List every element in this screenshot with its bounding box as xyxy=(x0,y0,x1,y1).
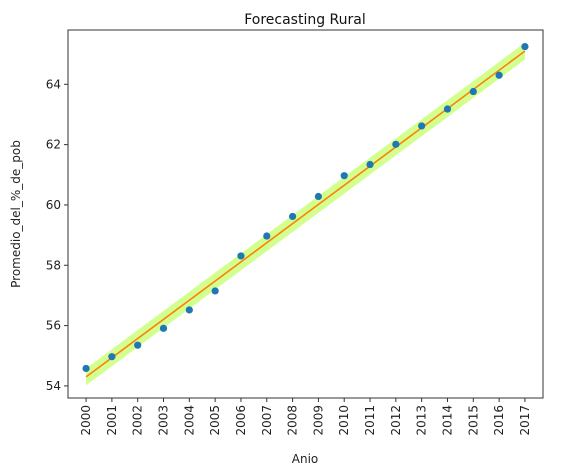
x-tick-label: 2016 xyxy=(492,405,506,436)
data-point xyxy=(314,192,323,201)
trend-line-path xyxy=(85,50,526,378)
x-tick-label: 2002 xyxy=(131,405,145,436)
x-tick-label: 2005 xyxy=(208,405,222,436)
x-tick-label: 2009 xyxy=(311,405,325,436)
x-tick-label: 2006 xyxy=(234,405,248,436)
data-points xyxy=(82,42,529,373)
x-tick-label: 2014 xyxy=(440,405,454,436)
x-tick-label: 2017 xyxy=(518,405,532,436)
y-tick-label: 62 xyxy=(46,138,61,152)
data-point xyxy=(340,172,348,180)
y-tick-label: 54 xyxy=(46,379,61,393)
data-point xyxy=(418,122,426,130)
y-axis-label: Promedio_del_%_de_pob xyxy=(9,140,23,288)
y-axis: 54 56 58 60 62 64 xyxy=(46,77,68,393)
data-point xyxy=(469,87,477,96)
x-tick-label: 2011 xyxy=(363,405,377,436)
data-point xyxy=(159,324,168,332)
x-tick-label: 2015 xyxy=(466,405,480,436)
data-point xyxy=(134,341,142,349)
data-point xyxy=(443,105,452,113)
trend-line xyxy=(85,50,526,378)
data-point xyxy=(495,71,503,79)
x-axis-label: Anio xyxy=(292,452,319,466)
data-point xyxy=(366,160,374,169)
data-point xyxy=(211,287,219,295)
data-point xyxy=(521,42,529,51)
data-point xyxy=(263,232,271,240)
x-tick-label: 2000 xyxy=(79,405,93,436)
x-tick-label: 2012 xyxy=(389,405,403,436)
y-tick-label: 64 xyxy=(46,77,61,91)
y-tick-label: 60 xyxy=(46,198,61,212)
x-tick-label: 2008 xyxy=(286,405,300,436)
x-tick-label: 2013 xyxy=(415,405,429,436)
data-point xyxy=(185,306,193,314)
data-point xyxy=(237,252,245,260)
x-tick-label: 2001 xyxy=(105,405,119,436)
y-tick-label: 56 xyxy=(46,319,61,333)
plot-frame xyxy=(67,29,544,399)
chart-title: Forecasting Rural xyxy=(244,12,366,28)
data-point xyxy=(288,212,297,221)
x-axis: 2000 2001 2002 2003 2004 2005 2006 2007 2008 2009… xyxy=(79,398,532,436)
x-tick-label: 2010 xyxy=(337,405,351,436)
x-tick-label: 2004 xyxy=(182,405,196,436)
data-point xyxy=(392,140,400,148)
x-tick-label: 2007 xyxy=(260,405,274,436)
y-tick-label: 58 xyxy=(46,258,61,272)
x-tick-label: 2003 xyxy=(157,405,171,436)
data-point xyxy=(108,353,116,361)
data-point xyxy=(82,364,90,373)
